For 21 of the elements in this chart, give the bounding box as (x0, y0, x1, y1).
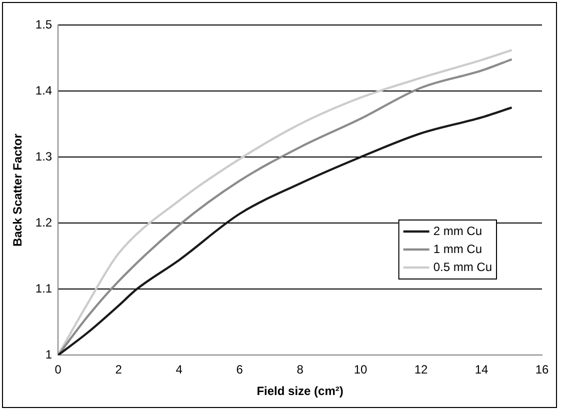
y-axis-title: Back Scatter Factor (10, 133, 25, 246)
x-tick-label: 10 (354, 362, 368, 377)
y-tick-label: 1.4 (35, 83, 52, 98)
y-tick-label: 1.1 (35, 281, 52, 296)
x-tick-label: 4 (176, 362, 183, 377)
x-tick-label: 0 (54, 362, 62, 377)
y-tick-label: 1.2 (35, 215, 52, 230)
y-tick-label: 1.5 (35, 17, 52, 32)
x-axis-title: Field size (cm²) (256, 384, 344, 398)
y-tick-label: 1.3 (35, 149, 52, 164)
x-tick-label: 12 (414, 362, 428, 377)
line-series (58, 106, 513, 356)
legend-label: 2 mm Cu (433, 224, 482, 238)
x-tick-label: 16 (535, 362, 549, 377)
legend-label: 1 mm Cu (433, 242, 482, 256)
x-tick-label: 2 (115, 362, 122, 377)
legend-label: 0.5 mm Cu (433, 260, 492, 274)
y-tick-label: 1 (45, 348, 52, 362)
x-tick-label: 14 (474, 362, 489, 377)
x-tick-label: 8 (296, 362, 304, 377)
x-tick-label: 6 (236, 362, 244, 377)
